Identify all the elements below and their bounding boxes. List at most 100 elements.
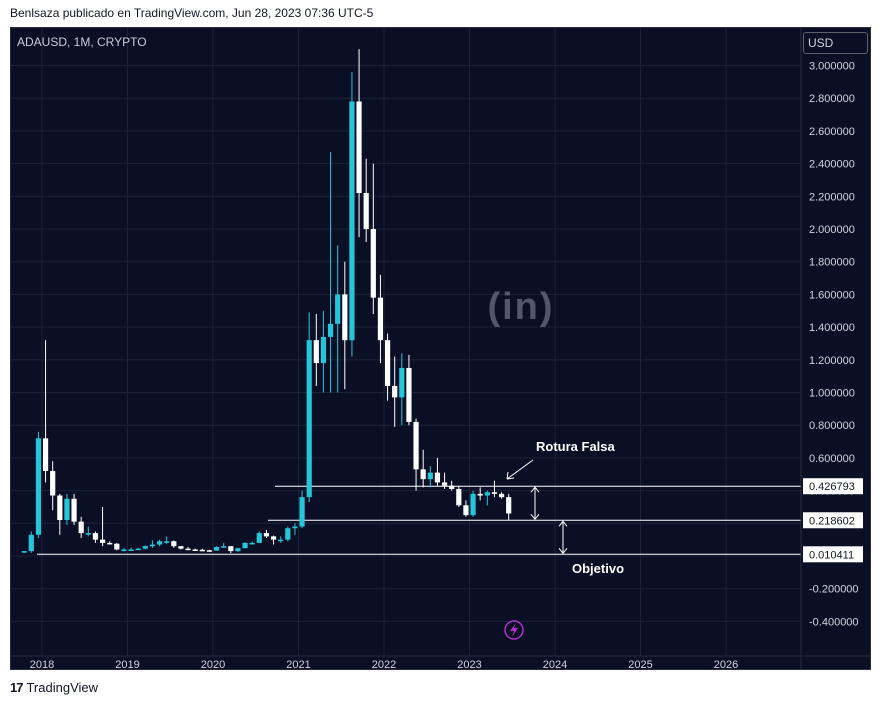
candle-body (42, 438, 49, 471)
symbol-label: ADAUSD, 1M, CRYPTO (17, 35, 147, 49)
candle (299, 490, 305, 529)
candle-body (192, 549, 198, 551)
candle (50, 461, 56, 511)
candle (491, 480, 498, 498)
candle (456, 485, 462, 507)
candle-body (71, 498, 77, 522)
y-tick-label: 1.400000 (809, 322, 855, 334)
candle-body (278, 539, 284, 542)
candle (135, 547, 141, 551)
candle (192, 548, 198, 551)
candle (263, 529, 270, 539)
candle (249, 541, 255, 545)
candle-body (292, 526, 298, 529)
candle-body (420, 469, 426, 480)
candle-body (363, 193, 369, 229)
candle (42, 340, 49, 483)
candle-body (121, 549, 127, 551)
candle (356, 49, 362, 238)
candle-body (356, 101, 362, 194)
candle-body (228, 546, 234, 552)
x-tick-label: 2021 (286, 659, 310, 670)
currency-button[interactable]: USD (803, 32, 868, 54)
candle (292, 523, 298, 535)
candle (470, 490, 476, 517)
candle-body (99, 539, 106, 543)
y-tick-label: 2.000000 (809, 224, 855, 236)
candle-body (349, 101, 355, 341)
x-tick-label: 2023 (457, 659, 481, 670)
candle (370, 163, 376, 315)
candle (327, 152, 334, 393)
candle (28, 531, 34, 553)
y-tick-label: 2.800000 (809, 93, 855, 105)
candle (420, 449, 426, 488)
candle (484, 490, 490, 506)
candle-body (235, 548, 241, 552)
x-tick-label: 2020 (201, 659, 225, 670)
candle (199, 548, 205, 552)
range-arrow-up (530, 486, 540, 493)
candle-body (185, 548, 191, 551)
candle-body (342, 294, 348, 341)
candle-body (392, 385, 398, 398)
x-tick-label: 2019 (115, 659, 139, 670)
candle-body (164, 541, 170, 543)
candle (99, 506, 106, 547)
y-tick-label: 2.200000 (809, 191, 855, 203)
candle-body (477, 493, 483, 496)
candle (256, 531, 262, 543)
candle-body (399, 367, 405, 398)
candle-body (449, 485, 455, 489)
x-tick-label: 2026 (714, 659, 738, 670)
candle-body (171, 541, 177, 547)
candle (413, 418, 419, 491)
candle-body (299, 497, 305, 527)
candle-body (199, 549, 205, 552)
candle (107, 541, 113, 545)
candle-body (107, 542, 113, 545)
y-tick-label: -0.200000 (809, 584, 859, 596)
tradingview-logo-icon: 17 (10, 680, 24, 695)
candle (377, 274, 384, 364)
arrow-head (506, 471, 515, 480)
time-axis[interactable]: 2018 2019 2020 2021 2022 2023 2024 2025 2026 (11, 655, 871, 670)
level-label-text: 0.426793 (809, 481, 855, 493)
chart-panel[interactable]: (in) Rotura Falsa Objetivo 3.000000 2.8000… (10, 27, 871, 670)
price-chart[interactable]: (in) Rotura Falsa Objetivo 3.000000 2.8000… (11, 28, 871, 670)
candle (142, 545, 148, 550)
candle (164, 536, 170, 544)
candle (278, 536, 284, 543)
candle-body (270, 536, 277, 540)
candle-body (206, 550, 213, 552)
candle (114, 542, 120, 551)
y-tick-label: 0.800000 (809, 420, 855, 432)
range-arrow-down (558, 547, 568, 555)
price-axis[interactable]: 3.000000 2.800000 2.600000 2.400000 2.200000… (800, 28, 863, 670)
candle-body (320, 336, 327, 364)
x-tick-label: 2024 (543, 659, 567, 670)
candle-body (327, 323, 334, 337)
candle (57, 493, 63, 535)
range-arrow-upper (530, 486, 540, 521)
candle (384, 333, 391, 401)
candle (463, 500, 469, 517)
y-tick-label: 1.600000 (809, 289, 855, 301)
y-tick-label: 2.600000 (809, 126, 855, 138)
watermark-logo: (in) (487, 286, 554, 328)
level-label-bg (803, 512, 863, 529)
level-price-label: 0.010411 (803, 546, 863, 563)
level-label-text: 0.010411 (809, 549, 854, 561)
candle-body (463, 505, 469, 516)
candle-body (313, 340, 319, 364)
candle (406, 354, 412, 426)
candle (85, 526, 91, 537)
watermark: (in) (487, 286, 554, 328)
candle-body (413, 421, 419, 470)
candle-body (92, 533, 99, 540)
lightning-icon[interactable] (504, 620, 524, 640)
candle (363, 158, 369, 243)
candle-body (149, 544, 156, 547)
candle (21, 551, 27, 554)
candle (35, 431, 42, 539)
